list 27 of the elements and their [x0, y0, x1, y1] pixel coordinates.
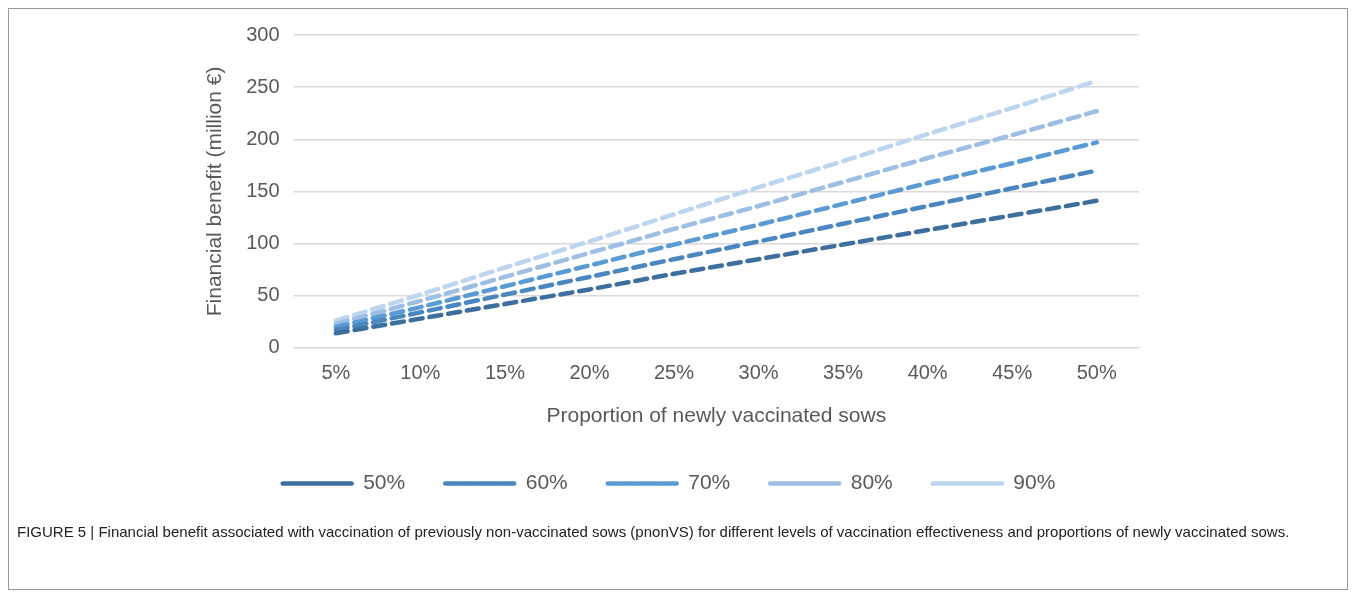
legend-label: 50%: [363, 470, 406, 494]
y-tick-label: 0: [268, 335, 280, 358]
x-tick-label: 15%: [484, 361, 526, 384]
caption: FIGURE 5 | Financial benefit associated with vaccination of previously non-vaccinated sows (pnonVS) for different levels of vaccination effectiveness and proportions of newly vaccinated sows.: [17, 522, 1291, 542]
legend-label: 60%: [525, 470, 568, 494]
y-tick-label: 200: [246, 126, 280, 149]
line-series: [333, 140, 1099, 330]
y-tick-label: 300: [246, 22, 280, 45]
legend-label: 90%: [1013, 470, 1056, 494]
y-tick-label: 250: [246, 74, 280, 97]
y-axis-title: Financial benefit (million €): [202, 66, 226, 317]
y-tick-label: 100: [246, 231, 280, 254]
y-tick-label: 50: [257, 283, 280, 306]
line-series: [333, 198, 1099, 336]
x-tick-label: 50%: [1076, 361, 1117, 384]
x-tick-label: 10%: [400, 361, 441, 384]
legend-label: 70%: [688, 470, 731, 494]
x-tick-label: 5%: [321, 361, 351, 384]
y-tick-label: 150: [246, 178, 280, 201]
legend-label: 80%: [850, 470, 893, 494]
x-tick-label: 30%: [738, 361, 779, 384]
x-tick-label: 40%: [907, 361, 948, 384]
x-tick-label: 45%: [992, 361, 1033, 384]
x-tick-label: 20%: [569, 361, 610, 384]
x-tick-label: 35%: [823, 361, 864, 384]
x-tick-label: 25%: [654, 361, 695, 384]
x-axis-title: Proportion of newly vaccinated sows: [546, 403, 887, 427]
